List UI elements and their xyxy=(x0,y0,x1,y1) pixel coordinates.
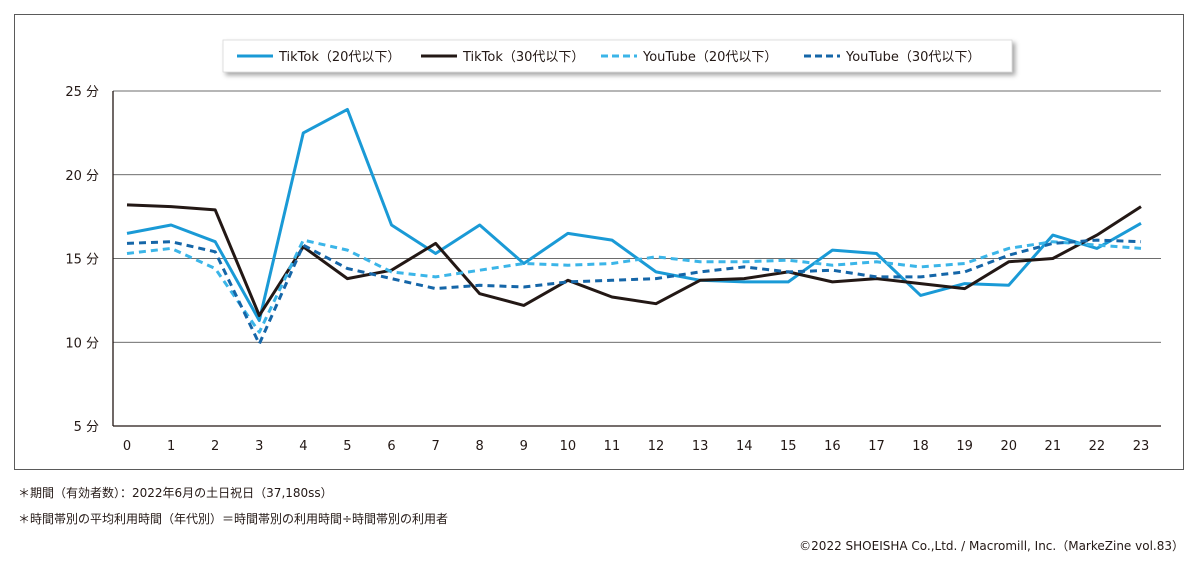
legend: TikTok（20代以下） TikTok（30代以下） YouTube（20代以下）… xyxy=(222,39,1013,73)
x-tick-label: 23 xyxy=(1133,439,1150,454)
y-tick-label: 5 分 xyxy=(74,420,99,435)
y-tick-label: 25 分 xyxy=(65,85,99,100)
y-tick-label: 15 分 xyxy=(65,253,99,268)
series-line-3 xyxy=(126,238,1142,334)
x-tick-label: 20 xyxy=(1000,439,1017,454)
x-tick-label: 6 xyxy=(387,439,395,454)
x-tick-label: 8 xyxy=(476,439,484,454)
x-tick-label: 0 xyxy=(123,439,131,454)
x-tick-label: 12 xyxy=(648,439,665,454)
copyright-text: ©2022 SHOEISHA Co.,Ltd. / Macromill, Inc… xyxy=(799,539,1184,553)
x-tick-label: 7 xyxy=(431,439,439,454)
x-tick-label: 9 xyxy=(520,439,528,454)
x-tick-label: 1 xyxy=(167,439,175,454)
x-tick-label: 21 xyxy=(1045,439,1062,454)
x-tick-label: 13 xyxy=(692,439,709,454)
x-tick-label: 15 xyxy=(780,439,797,454)
x-tick-label: 18 xyxy=(912,439,929,454)
definition-note: ＊時間帯別の平均利用時間（年代別）＝時間帯別の利用時間÷時間帯別の利用者 xyxy=(18,512,449,526)
x-tick-label: 5 xyxy=(343,439,351,454)
gridlines xyxy=(113,90,1161,343)
x-tick-label: 2 xyxy=(211,439,219,454)
y-tick-label: 20 分 xyxy=(65,169,99,184)
x-tick-label: 22 xyxy=(1089,439,1106,454)
legend-label: TikTok（20代以下） xyxy=(278,50,400,65)
x-tick-label: 19 xyxy=(956,439,973,454)
x-tick-label: 4 xyxy=(299,439,307,454)
series-lines xyxy=(126,107,1142,346)
chart-frame: 5 分 10 分 15 分 20 分 25 分 0 1 2 3 4 5 6 7 8 9 10 11 12 13 14 1… xyxy=(14,14,1184,470)
period-note: ＊期間（有効者数）：2022年6月の土日祝日（37,180ss） xyxy=(18,486,333,500)
x-tick-label: 3 xyxy=(255,439,263,454)
y-tick-label: 10 分 xyxy=(65,336,99,351)
x-tick-label: 14 xyxy=(736,439,753,454)
x-tick-label: 11 xyxy=(604,439,621,454)
x-tick-label: 10 xyxy=(560,439,577,454)
legend-label: TikTok（30代以下） xyxy=(462,50,584,65)
x-tick-label: 16 xyxy=(824,439,841,454)
x-tick-label: 17 xyxy=(868,439,885,454)
legend-label: YouTube（30代以下） xyxy=(845,50,980,65)
line-chart: 5 分10 分15 分20 分25 分0 1 2 3 4 5 6 7 8 9 10 11 12 13 14 1… xyxy=(65,39,1161,454)
series-line-4 xyxy=(126,238,1142,346)
legend-label: YouTube（20代以下） xyxy=(642,50,777,65)
axes: 5 分10 分15 分20 分25 分0 1 2 3 4 5 6 7 8 9 10 11 12 13 14 1… xyxy=(65,85,1161,454)
